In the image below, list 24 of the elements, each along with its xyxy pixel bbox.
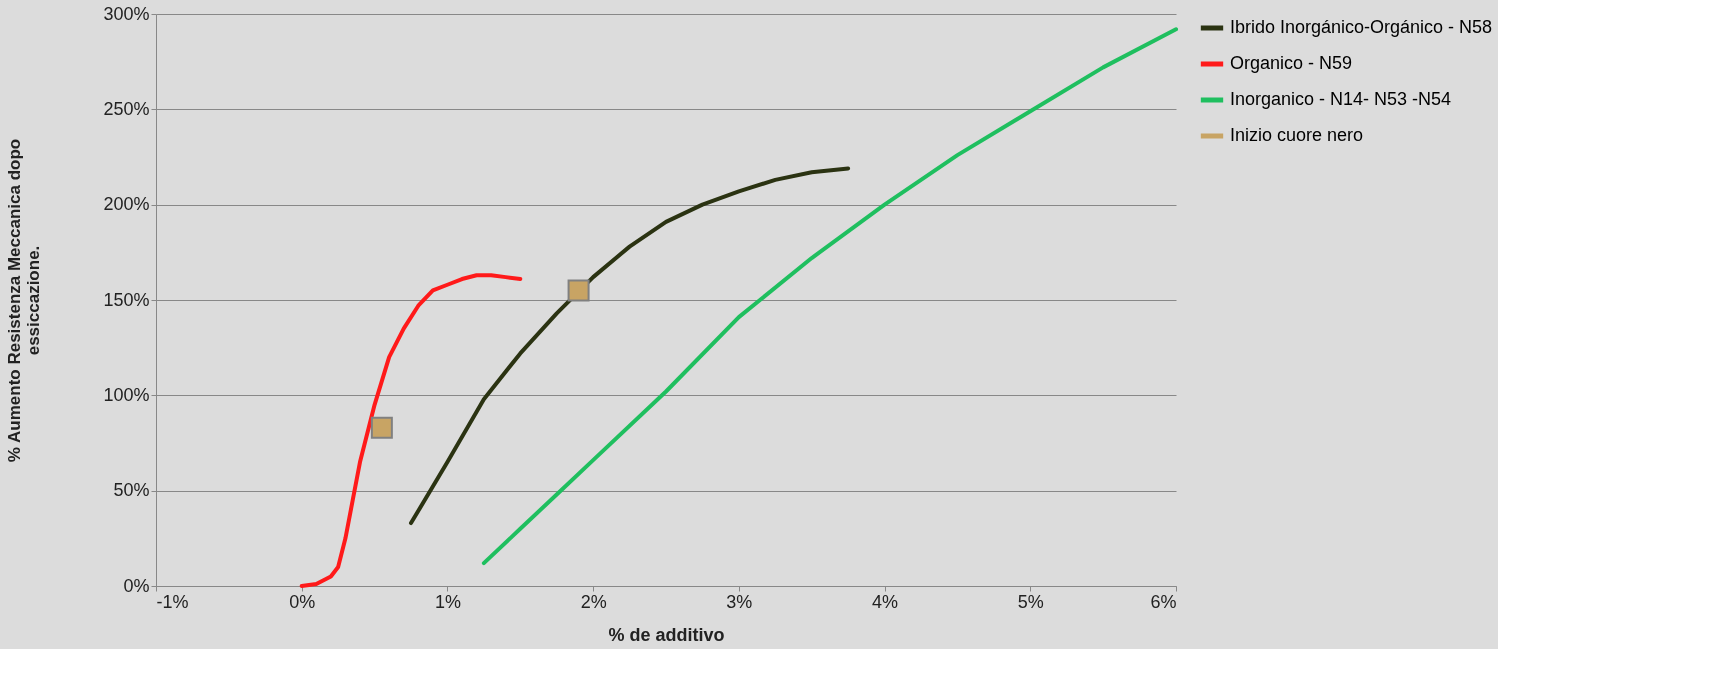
legend-label: Organico - N59 <box>1230 53 1353 73</box>
y-tick-label: 150% <box>103 289 150 310</box>
x-tick-label: 4% <box>872 591 899 612</box>
x-tick-label: 1% <box>434 591 461 612</box>
legend-label: Ibrido Inorgánico-Orgánico - N58 <box>1230 17 1493 37</box>
x-tick-label: -1% <box>156 591 189 612</box>
legend-label: Inizio cuore nero <box>1230 125 1364 145</box>
line-series <box>299 273 523 588</box>
x-tick-label: 0% <box>289 591 316 612</box>
x-tick-label: 6% <box>1150 591 1177 612</box>
line-series <box>481 27 1178 566</box>
y-tick-label: 250% <box>103 98 150 119</box>
x-tick-label: 2% <box>580 591 607 612</box>
legend-label: Inorganico - N14- N53 -N54 <box>1230 89 1452 109</box>
y-tick-label: 50% <box>113 480 150 501</box>
x-tick-label: 5% <box>1017 591 1044 612</box>
x-axis-title: % de additivo <box>608 624 725 645</box>
line-series <box>409 166 851 526</box>
y-tick-label: 100% <box>103 384 150 405</box>
y-tick-label: 200% <box>103 194 150 215</box>
y-axis-title: % Aumento Resistenza Meccanica dopo essiccazione. <box>5 138 44 463</box>
x-tick-label: 3% <box>726 591 753 612</box>
y-tick-label: 0% <box>123 575 150 596</box>
y-tick-label: 300% <box>103 3 150 24</box>
